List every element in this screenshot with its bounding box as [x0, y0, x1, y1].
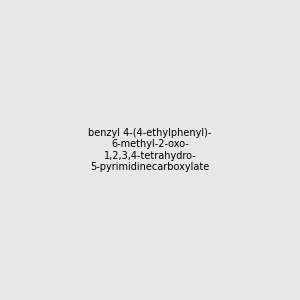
Text: benzyl 4-(4-ethylphenyl)-
6-methyl-2-oxo-
1,2,3,4-tetrahydro-
5-pyrimidinecarbox: benzyl 4-(4-ethylphenyl)- 6-methyl-2-oxo…: [88, 128, 212, 172]
